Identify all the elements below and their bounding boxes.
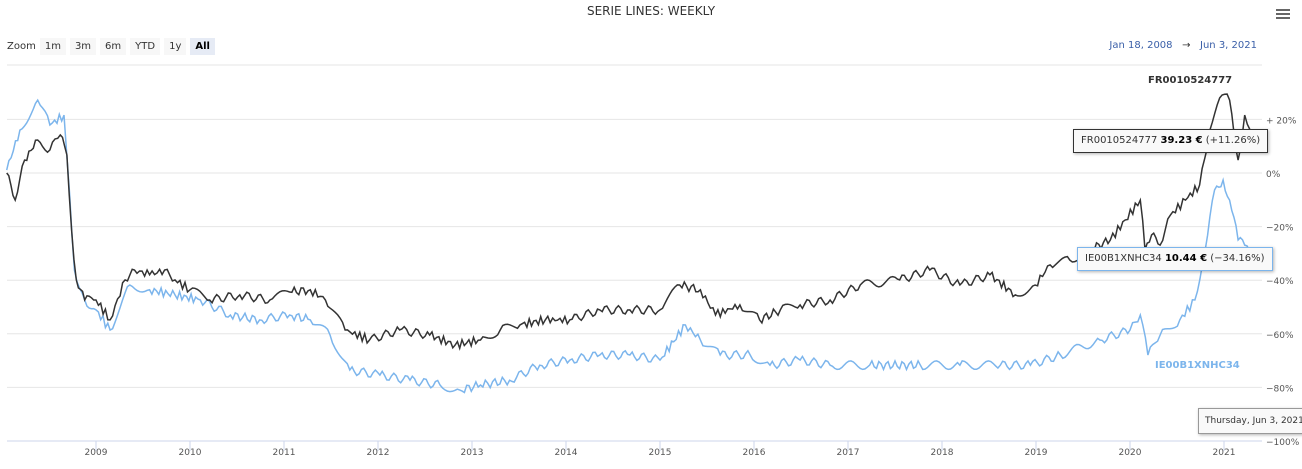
range-selector: Zoom 1m 3m 6m YTD 1y All xyxy=(7,38,215,55)
x-tick-label: 2009 xyxy=(85,448,108,458)
zoom-3m-button[interactable]: 3m xyxy=(69,38,97,55)
x-tick-label: 2018 xyxy=(931,448,954,458)
tooltip-ie: IE00B1XNHC34 10.44 € (−34.16%) xyxy=(1077,247,1273,271)
x-tick-label: 2017 xyxy=(837,448,860,458)
y-tick-label: + 20% xyxy=(1266,116,1297,126)
range-to[interactable]: Jun 3, 2021 xyxy=(1200,40,1257,51)
zoom-label: Zoom xyxy=(7,41,36,52)
zoom-1y-button[interactable]: 1y xyxy=(164,38,187,55)
y-tick-label: 0% xyxy=(1266,170,1281,180)
x-tick-label: 2011 xyxy=(273,448,296,458)
range-arrow: → xyxy=(1182,40,1191,51)
series-label-ie: IE00B1XNHC34 xyxy=(1155,360,1240,371)
x-tick-label: 2014 xyxy=(555,448,578,458)
y-tick-label: −40% xyxy=(1266,277,1294,287)
series-line-FR0010524777 xyxy=(6,93,1265,351)
zoom-6m-button[interactable]: 6m xyxy=(100,38,127,55)
tooltip-date: Thursday, Jun 3, 2021 xyxy=(1198,408,1302,434)
x-tick-label: 2012 xyxy=(367,448,390,458)
tooltip-fr: FR0010524777 39.23 € (+11.26%) xyxy=(1073,129,1269,153)
tooltip-fr-change: (+11.26%) xyxy=(1205,135,1261,146)
tooltip-ie-price: 10.44 € xyxy=(1164,253,1208,264)
series-label-fr: FR0010524777 xyxy=(1148,75,1233,86)
zoom-all-button[interactable]: All xyxy=(190,38,215,55)
chart-title: SERIE LINES: WEEKLY xyxy=(586,4,716,18)
y-tick-label: −80% xyxy=(1266,384,1294,394)
zoom-ytd-button[interactable]: YTD xyxy=(130,38,161,55)
x-tick-label: 2021 xyxy=(1213,448,1236,458)
x-tick-label: 2016 xyxy=(743,448,766,458)
zoom-1m-button[interactable]: 1m xyxy=(39,38,66,55)
tooltip-ie-change: (−34.16%) xyxy=(1210,253,1265,264)
tooltip-ie-name: IE00B1XNHC34 xyxy=(1085,253,1162,264)
y-tick-label: −100% xyxy=(1266,438,1300,448)
y-tick-label: −20% xyxy=(1266,224,1294,234)
x-tick-label: 2020 xyxy=(1119,448,1142,458)
x-tick-label: 2013 xyxy=(461,448,484,458)
x-tick-label: 2015 xyxy=(649,448,672,458)
x-tick-label: 2019 xyxy=(1025,448,1048,458)
y-tick-label: −60% xyxy=(1266,331,1294,341)
range-from[interactable]: Jan 18, 2008 xyxy=(1109,40,1173,51)
series-line-IE00B1XNHC34 xyxy=(5,98,1264,394)
x-tick-label: 2010 xyxy=(179,448,202,458)
hamburger-icon[interactable] xyxy=(1276,9,1290,21)
date-range: Jan 18, 2008 → Jun 3, 2021 xyxy=(1109,40,1257,51)
tooltip-fr-name: FR0010524777 xyxy=(1081,135,1158,146)
tooltip-fr-price: 39.23 € xyxy=(1160,135,1203,146)
